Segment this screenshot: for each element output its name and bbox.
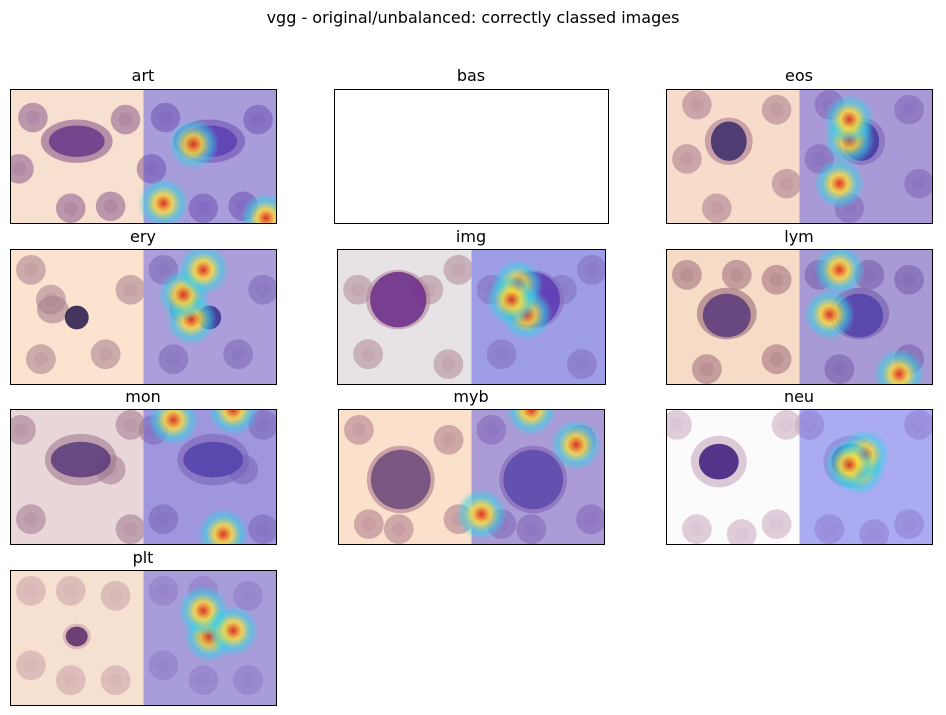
panel-eos-image bbox=[666, 89, 933, 224]
panel-title-plt: plt bbox=[132, 548, 154, 567]
micrograph-lym bbox=[667, 250, 932, 384]
original-half bbox=[667, 250, 800, 384]
heatmap-half bbox=[794, 410, 932, 544]
heatmap-half bbox=[799, 90, 932, 223]
panel-title-myb: myb bbox=[453, 387, 489, 406]
panel-mon-image bbox=[10, 409, 277, 545]
figure-title: vgg - original/unbalanced: correctly cla… bbox=[266, 8, 680, 27]
panel-title-neu: neu bbox=[783, 387, 815, 406]
panel-img-image bbox=[337, 249, 606, 385]
original-half bbox=[11, 571, 144, 705]
micrograph-art bbox=[11, 90, 276, 223]
panel-title-art: art bbox=[131, 66, 155, 85]
original-half bbox=[667, 410, 802, 544]
heatmap-half bbox=[136, 90, 276, 223]
micrograph-neu bbox=[667, 410, 932, 544]
panel-title-eos: eos bbox=[785, 66, 813, 85]
original-half bbox=[339, 410, 474, 544]
panel-myb-image bbox=[338, 409, 605, 545]
panel-bas-image bbox=[334, 89, 609, 224]
micrograph-mon bbox=[11, 410, 276, 544]
panel-ery-image bbox=[10, 249, 277, 385]
original-half bbox=[11, 410, 146, 544]
micrograph-myb bbox=[339, 410, 604, 544]
original-half bbox=[11, 250, 146, 384]
original-half bbox=[11, 90, 144, 223]
heatmap-half bbox=[143, 571, 276, 705]
micrograph-img bbox=[338, 250, 605, 384]
heatmap-half bbox=[799, 250, 932, 384]
panel-lym-image bbox=[666, 249, 933, 385]
panel-title-mon: mon bbox=[125, 387, 161, 406]
original-half bbox=[667, 90, 802, 223]
micrograph-eos bbox=[667, 90, 932, 223]
heatmap-half bbox=[138, 410, 276, 544]
heatmap-half bbox=[471, 250, 605, 384]
panel-title-img: img bbox=[455, 227, 487, 246]
panel-neu-image bbox=[666, 409, 933, 545]
panel-title-bas: bas bbox=[456, 66, 486, 85]
micrograph-ery bbox=[11, 250, 276, 384]
panel-title-lym: lym bbox=[784, 227, 814, 246]
micrograph-plt bbox=[11, 571, 276, 705]
heatmap-half bbox=[143, 250, 276, 384]
panel-art-image bbox=[10, 89, 277, 224]
original-half bbox=[338, 250, 474, 384]
panel-title-ery: ery bbox=[130, 227, 156, 246]
heatmap-half bbox=[455, 410, 604, 544]
panel-plt-image bbox=[10, 570, 277, 706]
